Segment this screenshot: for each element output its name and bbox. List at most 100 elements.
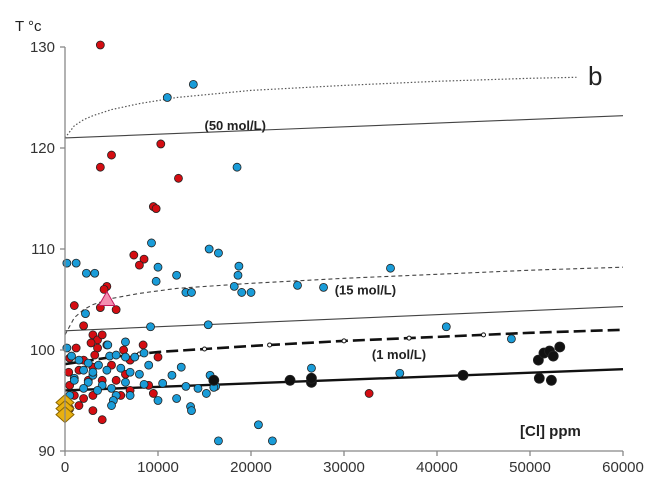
point-blue	[246, 288, 256, 297]
point-blue	[187, 288, 196, 297]
curve-marker	[202, 346, 207, 352]
point-blue	[134, 369, 144, 379]
model-curve-thin	[64, 306, 624, 332]
point-blue	[201, 389, 211, 398]
point-red	[74, 401, 84, 410]
point-blue	[237, 288, 247, 297]
point-blue	[139, 348, 149, 358]
point-blue	[214, 436, 223, 446]
curve-marker	[481, 332, 486, 338]
point-blue	[172, 270, 182, 280]
point-blue	[93, 385, 102, 395]
point-blue	[144, 360, 154, 370]
y-axis-label: T °c	[15, 18, 42, 35]
model-curve-thin	[64, 115, 624, 139]
point-blue	[69, 375, 79, 385]
point-blue	[172, 394, 182, 403]
point-blue	[94, 360, 103, 370]
point-red	[156, 139, 166, 149]
x-tick-label: 20000	[230, 459, 272, 476]
point-red	[139, 254, 149, 264]
curve-annotation: (50 mol/L)	[205, 118, 266, 133]
point-blue	[83, 377, 93, 387]
point-black	[554, 341, 566, 353]
point-black	[208, 374, 220, 386]
point-blue	[386, 263, 395, 273]
curve-annotation: (15 mol/L)	[335, 282, 396, 297]
y-tick-label: 110	[31, 241, 55, 258]
y-tick-label: 90	[38, 443, 55, 460]
point-blue	[204, 244, 214, 254]
point-blue	[158, 378, 168, 388]
point-blue	[121, 337, 130, 347]
point-red	[148, 389, 158, 398]
curve-marker	[341, 338, 347, 344]
model-curves	[64, 76, 624, 392]
point-blue	[121, 352, 130, 362]
point-blue	[121, 377, 130, 387]
point-red	[364, 389, 374, 398]
point-blue	[125, 367, 135, 377]
point-red	[151, 204, 161, 214]
point-red	[138, 340, 148, 350]
point-blue	[506, 334, 516, 344]
point-blue	[146, 322, 155, 332]
x-tick-label: 40000	[416, 459, 458, 476]
point-blue	[74, 355, 84, 365]
point-blue	[214, 248, 223, 258]
point-black	[547, 350, 559, 362]
curve-marker	[267, 342, 273, 348]
point-blue	[83, 358, 93, 368]
point-red	[86, 338, 96, 348]
point-blue	[167, 370, 177, 380]
point-blue	[233, 270, 243, 280]
model-curve-solid-bold	[64, 368, 624, 392]
point-red	[129, 250, 139, 260]
point-red	[95, 162, 105, 172]
point-red	[153, 352, 163, 362]
point-blue	[267, 436, 277, 446]
point-red	[99, 284, 109, 294]
point-blue	[188, 79, 198, 89]
point-blue	[79, 383, 88, 393]
point-blue	[229, 281, 239, 291]
point-black	[532, 354, 544, 366]
x-tick-label: 30000	[323, 459, 365, 476]
point-blue	[102, 365, 112, 375]
point-black	[306, 372, 317, 384]
point-red	[97, 415, 107, 425]
point-blue	[62, 343, 72, 353]
x-tick-label: 0	[61, 459, 69, 476]
point-blue	[81, 309, 90, 319]
point-black	[545, 374, 557, 386]
point-blue	[153, 262, 163, 272]
point-blue	[71, 258, 81, 268]
point-blue	[88, 367, 98, 377]
y-tick-label: 130	[30, 39, 55, 56]
point-blue	[62, 258, 72, 268]
point-red	[90, 350, 100, 360]
point-blue	[107, 401, 116, 410]
point-blue	[147, 238, 156, 248]
point-blue	[153, 396, 163, 405]
curve-marker	[406, 335, 412, 341]
point-blue	[79, 365, 88, 375]
point-blue	[139, 379, 149, 389]
point-red	[95, 40, 105, 50]
point-blue	[176, 362, 186, 372]
point-blue	[125, 391, 135, 400]
point-blue	[67, 351, 76, 361]
point-red	[111, 375, 121, 385]
x-axis-label: [Cl] ppm	[520, 423, 581, 440]
point-red	[174, 173, 183, 183]
point-red	[97, 330, 107, 340]
point-blue	[395, 368, 405, 378]
point-black	[284, 374, 296, 386]
point-blue	[151, 276, 161, 286]
point-red	[79, 394, 88, 403]
x-tick-label: 10000	[137, 459, 179, 476]
point-red	[79, 321, 88, 331]
point-blue	[103, 340, 113, 350]
data-points	[55, 40, 566, 446]
